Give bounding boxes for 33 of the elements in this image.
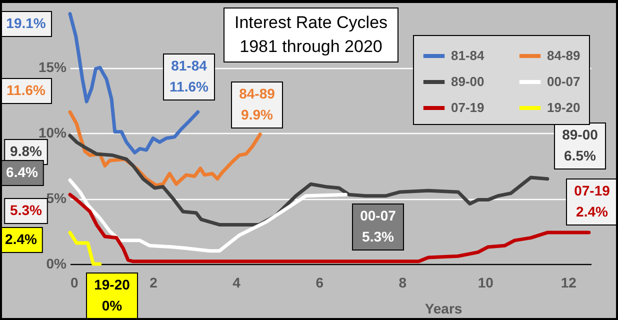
x-tick-label: 6 [316,274,324,290]
annotation: 00-07 5.3% [360,208,396,244]
text: 1981 through 2020 [240,37,382,56]
annotation: 11.6% [6,82,46,98]
annotation: 19-20 0% [94,276,130,314]
x-tick-label: 2 [150,274,158,290]
text: Interest Rate Cycles [234,13,388,32]
y-tick-label: 10% [38,124,68,140]
legend-label: 84-89 [547,48,580,63]
x-tick-label: 8 [398,274,407,290]
annotation: 81-84 11.6% [170,58,210,94]
legend-label: 81-84 [451,48,486,63]
x-tick-label: 0 [70,274,78,290]
annotation: 2.4% [5,231,38,247]
x-tick-label: 10 [478,274,494,290]
y-tick-label: 5% [46,190,68,206]
annotation: 5.3% [10,202,42,218]
y-tick-label: 0% [46,256,68,272]
legend-label: 89-00 [451,74,484,89]
x-tick-label: 12 [560,274,577,290]
x-tick-label: 4 [232,274,241,290]
annotation: 19.1% [6,15,46,31]
x-axis-title: Years [424,300,462,316]
legend-label: 19-20 [547,100,580,115]
y-tick-label: 15% [38,59,68,75]
annotation: 89-00 6.5% [562,126,598,164]
legend-label: 00-07 [547,74,580,89]
legend-label: 07-19 [451,100,484,115]
line-series [68,134,550,226]
annotation: 6.4% [6,164,38,180]
annotation: 84-89 9.9% [239,86,276,122]
annotation: 9.8% [10,143,42,159]
annotation: 07-19 2.4% [574,182,610,220]
